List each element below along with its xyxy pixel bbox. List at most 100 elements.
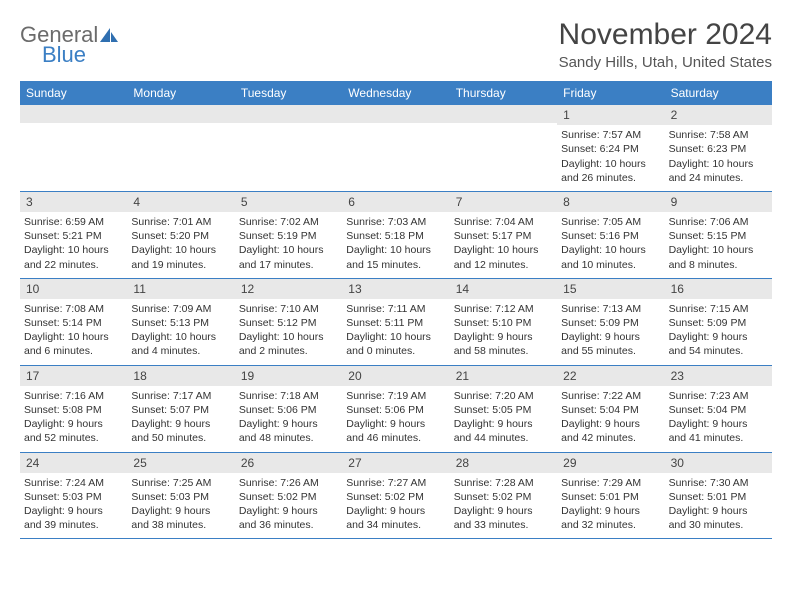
cell-sunrise: Sunrise: 7:23 AM	[669, 389, 768, 403]
day-cell: 8Sunrise: 7:05 AMSunset: 5:16 PMDaylight…	[557, 192, 664, 278]
cell-sunrise: Sunrise: 7:09 AM	[131, 302, 230, 316]
day-number: 25	[127, 453, 234, 473]
day-cell: 4Sunrise: 7:01 AMSunset: 5:20 PMDaylight…	[127, 192, 234, 278]
day-number	[342, 105, 449, 123]
cell-day2: and 44 minutes.	[454, 431, 553, 445]
day-number: 4	[127, 192, 234, 212]
cell-day2: and 36 minutes.	[239, 518, 338, 532]
cell-day1: Daylight: 9 hours	[454, 330, 553, 344]
day-cell: 5Sunrise: 7:02 AMSunset: 5:19 PMDaylight…	[235, 192, 342, 278]
cell-day2: and 46 minutes.	[346, 431, 445, 445]
cell-day1: Daylight: 9 hours	[239, 504, 338, 518]
cell-day1: Daylight: 10 hours	[561, 243, 660, 257]
cell-sunset: Sunset: 5:09 PM	[561, 316, 660, 330]
cell-sunset: Sunset: 5:18 PM	[346, 229, 445, 243]
day-header-row: Sunday Monday Tuesday Wednesday Thursday…	[20, 81, 772, 105]
cell-day1: Daylight: 10 hours	[24, 243, 123, 257]
cell-day1: Daylight: 10 hours	[131, 330, 230, 344]
location: Sandy Hills, Utah, United States	[559, 54, 772, 71]
cell-day2: and 15 minutes.	[346, 258, 445, 272]
day-number: 13	[342, 279, 449, 299]
cell-sunrise: Sunrise: 7:10 AM	[239, 302, 338, 316]
cell-day1: Daylight: 9 hours	[454, 504, 553, 518]
day-cell: 13Sunrise: 7:11 AMSunset: 5:11 PMDayligh…	[342, 279, 449, 365]
day-header-mon: Monday	[127, 81, 234, 105]
header: General Blue November 2024 Sandy Hills, …	[20, 18, 772, 71]
cell-day1: Daylight: 10 hours	[346, 330, 445, 344]
day-number: 10	[20, 279, 127, 299]
cell-day2: and 2 minutes.	[239, 344, 338, 358]
day-number	[20, 105, 127, 123]
cell-day2: and 30 minutes.	[669, 518, 768, 532]
cell-sunrise: Sunrise: 7:12 AM	[454, 302, 553, 316]
cell-day1: Daylight: 10 hours	[239, 243, 338, 257]
cell-day1: Daylight: 9 hours	[669, 417, 768, 431]
cell-day2: and 8 minutes.	[669, 258, 768, 272]
cell-sunrise: Sunrise: 7:11 AM	[346, 302, 445, 316]
day-number	[235, 105, 342, 123]
cell-day2: and 0 minutes.	[346, 344, 445, 358]
day-number: 12	[235, 279, 342, 299]
week-row: 24Sunrise: 7:24 AMSunset: 5:03 PMDayligh…	[20, 453, 772, 540]
cell-day2: and 33 minutes.	[454, 518, 553, 532]
cell-day1: Daylight: 9 hours	[131, 504, 230, 518]
logo-blue: Blue	[42, 44, 98, 66]
cell-sunset: Sunset: 5:01 PM	[669, 490, 768, 504]
day-header-sat: Saturday	[665, 81, 772, 105]
day-number: 20	[342, 366, 449, 386]
cell-day2: and 41 minutes.	[669, 431, 768, 445]
week-row: 1Sunrise: 7:57 AMSunset: 6:24 PMDaylight…	[20, 105, 772, 192]
day-number: 9	[665, 192, 772, 212]
cell-day1: Daylight: 9 hours	[346, 417, 445, 431]
day-number: 16	[665, 279, 772, 299]
day-cell: 30Sunrise: 7:30 AMSunset: 5:01 PMDayligh…	[665, 453, 772, 539]
day-number: 11	[127, 279, 234, 299]
cell-sunset: Sunset: 5:16 PM	[561, 229, 660, 243]
day-cell: 26Sunrise: 7:26 AMSunset: 5:02 PMDayligh…	[235, 453, 342, 539]
cell-sunrise: Sunrise: 7:15 AM	[669, 302, 768, 316]
day-cell: 15Sunrise: 7:13 AMSunset: 5:09 PMDayligh…	[557, 279, 664, 365]
cell-sunset: Sunset: 5:12 PM	[239, 316, 338, 330]
day-header-thu: Thursday	[450, 81, 557, 105]
cell-sunset: Sunset: 5:02 PM	[454, 490, 553, 504]
day-number: 2	[665, 105, 772, 125]
day-header-tue: Tuesday	[235, 81, 342, 105]
cell-day2: and 26 minutes.	[561, 171, 660, 185]
cell-day2: and 19 minutes.	[131, 258, 230, 272]
cell-sunset: Sunset: 5:04 PM	[561, 403, 660, 417]
cell-sunset: Sunset: 5:09 PM	[669, 316, 768, 330]
cell-sunrise: Sunrise: 7:13 AM	[561, 302, 660, 316]
cell-day2: and 24 minutes.	[669, 171, 768, 185]
day-cell	[20, 105, 127, 191]
day-cell: 19Sunrise: 7:18 AMSunset: 5:06 PMDayligh…	[235, 366, 342, 452]
day-number: 21	[450, 366, 557, 386]
cell-sunrise: Sunrise: 7:29 AM	[561, 476, 660, 490]
day-cell	[235, 105, 342, 191]
day-cell: 3Sunrise: 6:59 AMSunset: 5:21 PMDaylight…	[20, 192, 127, 278]
cell-day2: and 55 minutes.	[561, 344, 660, 358]
day-cell: 18Sunrise: 7:17 AMSunset: 5:07 PMDayligh…	[127, 366, 234, 452]
cell-day1: Daylight: 9 hours	[561, 330, 660, 344]
cell-sunrise: Sunrise: 6:59 AM	[24, 215, 123, 229]
day-cell: 12Sunrise: 7:10 AMSunset: 5:12 PMDayligh…	[235, 279, 342, 365]
cell-sunrise: Sunrise: 7:03 AM	[346, 215, 445, 229]
cell-sunset: Sunset: 5:15 PM	[669, 229, 768, 243]
day-cell: 22Sunrise: 7:22 AMSunset: 5:04 PMDayligh…	[557, 366, 664, 452]
cell-sunrise: Sunrise: 7:27 AM	[346, 476, 445, 490]
day-number: 18	[127, 366, 234, 386]
cell-day1: Daylight: 9 hours	[239, 417, 338, 431]
cell-day2: and 58 minutes.	[454, 344, 553, 358]
day-cell: 25Sunrise: 7:25 AMSunset: 5:03 PMDayligh…	[127, 453, 234, 539]
day-number: 17	[20, 366, 127, 386]
cell-sunset: Sunset: 5:03 PM	[24, 490, 123, 504]
cell-day1: Daylight: 10 hours	[454, 243, 553, 257]
cell-sunset: Sunset: 5:02 PM	[239, 490, 338, 504]
cell-day2: and 32 minutes.	[561, 518, 660, 532]
cell-sunset: Sunset: 5:14 PM	[24, 316, 123, 330]
cell-sunrise: Sunrise: 7:25 AM	[131, 476, 230, 490]
cell-day1: Daylight: 9 hours	[669, 330, 768, 344]
cell-sunset: Sunset: 5:06 PM	[346, 403, 445, 417]
cell-sunrise: Sunrise: 7:01 AM	[131, 215, 230, 229]
cell-sunrise: Sunrise: 7:19 AM	[346, 389, 445, 403]
day-number: 29	[557, 453, 664, 473]
